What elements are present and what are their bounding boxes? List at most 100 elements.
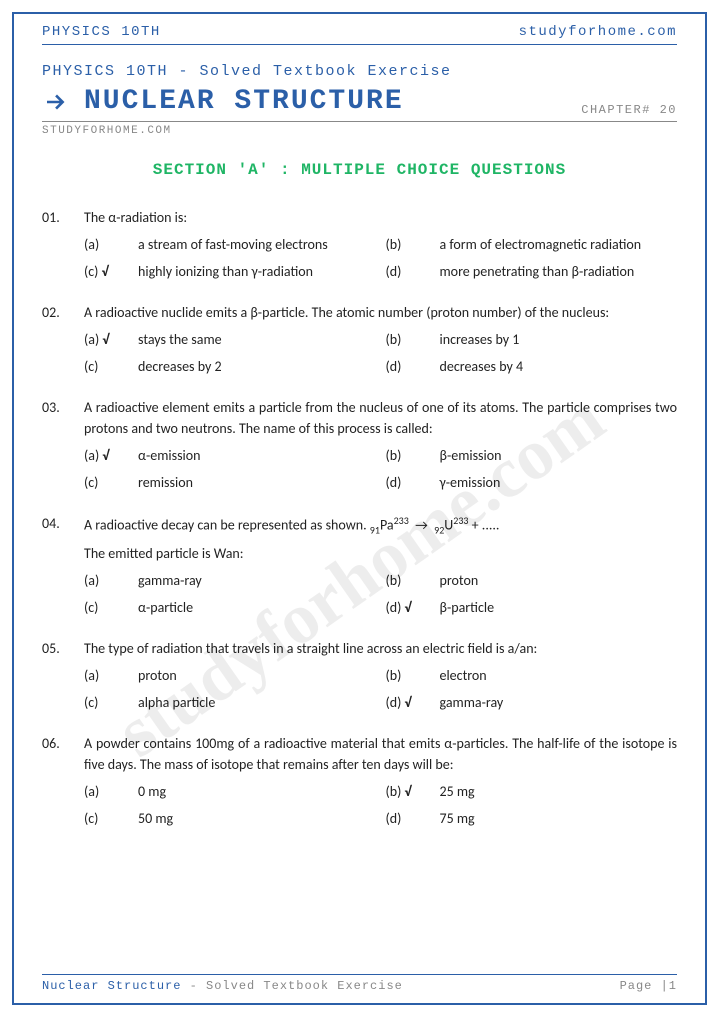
question: 04.A radioactive decay can be represente… — [42, 513, 677, 618]
option-text: more penetrating than β-radiation — [440, 261, 635, 282]
option-label: (a) — [84, 570, 128, 591]
check-icon: √ — [102, 447, 109, 464]
questions-container: studyforhome.com 01.The α-radiation is:(… — [42, 207, 677, 974]
option: (d) more penetrating than β-radiation — [386, 261, 678, 282]
option: (b)increases by 1 — [386, 329, 678, 350]
option: (a) gamma-ray — [84, 570, 376, 591]
option: (a) a stream of fast-moving electrons — [84, 234, 376, 255]
check-icon: √ — [102, 263, 109, 280]
option-text: increases by 1 — [440, 329, 520, 350]
footer-title: Nuclear Structure — [42, 979, 181, 993]
option: (c)α-particle — [84, 597, 376, 618]
option-label: (a) √ — [84, 445, 128, 466]
options-grid: (a)proton (b)electron (c) alpha particle (d)… — [84, 665, 677, 713]
option-label: (c) √ — [84, 261, 128, 282]
option-text: a stream of fast-moving electrons — [138, 234, 328, 255]
section-title: SECTION 'A' : MULTIPLE CHOICE QUESTIONS — [42, 161, 677, 179]
footer-sub: - Solved Textbook Exercise — [181, 979, 402, 993]
page-footer: Nuclear Structure - Solved Textbook Exer… — [42, 974, 677, 993]
check-icon: √ — [102, 331, 109, 348]
option-text: 0 mg — [138, 781, 166, 802]
page-border: PHYSICS 10TH studyforhome.com PHYSICS 10… — [12, 12, 707, 1005]
question-subtext: The emitted particle is Wan: — [84, 543, 677, 564]
option-text: 25 mg — [440, 781, 475, 802]
option: (c) decreases by 2 — [84, 356, 376, 377]
option-text: gamma-ray — [138, 570, 202, 591]
option: (d) 75 mg — [386, 808, 678, 829]
option: (d) √ gamma-ray — [386, 692, 678, 713]
question-text: A powder contains 100mg of a radioactive… — [84, 733, 677, 775]
option-text: α-emission — [138, 445, 201, 466]
option-text: 75 mg — [440, 808, 475, 829]
title-left: NUCLEAR STRUCTURE — [42, 86, 404, 117]
option-label: (b) — [386, 570, 430, 591]
question-text: A radioactive decay can be represented a… — [84, 513, 677, 537]
question-head: 03.A radioactive element emits a particl… — [42, 397, 677, 439]
option-label: (c) — [84, 356, 128, 377]
question: 05.The type of radiation that travels in… — [42, 638, 677, 713]
option: (a)proton — [84, 665, 376, 686]
check-icon: √ — [405, 599, 412, 616]
option-label: (a) — [84, 665, 128, 686]
subtitle: PHYSICS 10TH - Solved Textbook Exercise — [42, 63, 677, 80]
option-text: highly ionizing than γ-radiation — [138, 261, 313, 282]
option-label: (d) — [386, 472, 430, 493]
option-text: gamma-ray — [440, 692, 504, 713]
option-text: β-particle — [440, 597, 495, 618]
option-label: (c) — [84, 692, 128, 713]
option: (a) √ stays the same — [84, 329, 376, 350]
option-text: β-emission — [440, 445, 502, 466]
option-text: 50 mg — [138, 808, 173, 829]
check-icon: √ — [405, 694, 412, 711]
option-label: (b) — [386, 445, 430, 466]
option-text: stays the same — [138, 329, 222, 350]
question-head: 02. A radioactive nuclide emits a β-parti… — [42, 302, 677, 323]
options-grid: (a)0 mg(b) √25 mg(c)50 mg(d)75 mg — [84, 781, 677, 829]
option-label: (d) — [386, 356, 430, 377]
chapter-label: CHAPTER# 20 — [581, 103, 677, 117]
option-label: (c) — [84, 472, 128, 493]
option: (d) √β-particle — [386, 597, 678, 618]
option-label: (d) √ — [386, 692, 430, 713]
options-grid: (a) √ stays the same (b)increases by 1 (c) d… — [84, 329, 677, 377]
option-text: α-particle — [138, 597, 193, 618]
option-text: decreases by 2 — [138, 356, 222, 377]
question: 01.The α-radiation is: (a) a stream of fas… — [42, 207, 677, 282]
option-label: (b) — [386, 234, 430, 255]
question-number: 06. — [42, 733, 68, 775]
option: (c) √ highly ionizing than γ-radiation — [84, 261, 376, 282]
option: (b)electron — [386, 665, 678, 686]
option: (a)0 mg — [84, 781, 376, 802]
question: 02. A radioactive nuclide emits a β-parti… — [42, 302, 677, 377]
option: (b) proton — [386, 570, 678, 591]
question-text: The α-radiation is: — [84, 207, 677, 228]
option: (d)γ-emission — [386, 472, 678, 493]
question-number: 02. — [42, 302, 68, 323]
option: (b) β-emission — [386, 445, 678, 466]
page-header: PHYSICS 10TH studyforhome.com — [42, 24, 677, 45]
question-head: 04.A radioactive decay can be represente… — [42, 513, 677, 537]
question-text: The type of radiation that travels in a … — [84, 638, 677, 659]
option-label: (b) — [386, 665, 430, 686]
footer-left: Nuclear Structure - Solved Textbook Exer… — [42, 979, 403, 993]
option: (b) √ 25 mg — [386, 781, 678, 802]
site-line: STUDYFORHOME.COM — [42, 121, 677, 137]
question-text: A radioactive nuclide emits a β-particle… — [84, 302, 677, 323]
option-text: decreases by 4 — [440, 356, 524, 377]
option-label: (b) √ — [386, 781, 430, 802]
option-label: (a) — [84, 234, 128, 255]
question: 03.A radioactive element emits a particl… — [42, 397, 677, 493]
option-text: alpha particle — [138, 692, 215, 713]
option-text: proton — [440, 570, 479, 591]
question-number: 03. — [42, 397, 68, 439]
option-label: (d) — [386, 261, 430, 282]
title-row: NUCLEAR STRUCTURE CHAPTER# 20 — [42, 86, 677, 117]
option-label: (a) √ — [84, 329, 128, 350]
option: (c) alpha particle — [84, 692, 376, 713]
option: (b) a form of electromagnetic radiation — [386, 234, 678, 255]
option-text: a form of electromagnetic radiation — [440, 234, 642, 255]
option-label: (d) — [386, 808, 430, 829]
question: 06. A powder contains 100mg of a radioact… — [42, 733, 677, 829]
arrow-right-icon — [42, 87, 72, 117]
question-head: 01.The α-radiation is: — [42, 207, 677, 228]
